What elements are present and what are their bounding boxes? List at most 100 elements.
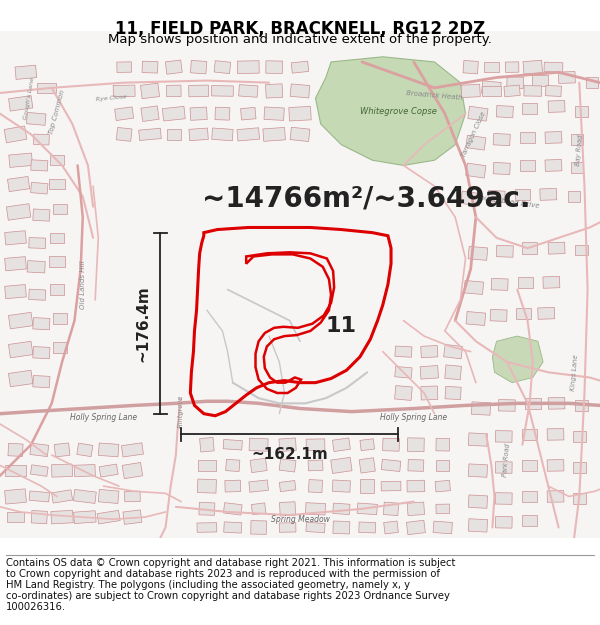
Bar — [484, 62, 499, 72]
Bar — [141, 106, 159, 121]
Bar — [547, 429, 564, 440]
Text: ~14766m²/~3.649ac.: ~14766m²/~3.649ac. — [202, 184, 530, 213]
Bar — [522, 429, 538, 440]
Bar — [522, 242, 538, 254]
Bar — [189, 128, 208, 141]
Bar — [496, 492, 512, 504]
Bar — [443, 344, 463, 359]
Bar — [211, 86, 233, 96]
Bar — [212, 128, 233, 141]
Bar — [360, 479, 374, 493]
Bar — [491, 278, 508, 291]
Bar — [29, 289, 46, 301]
Bar — [5, 284, 26, 299]
Bar — [53, 313, 67, 324]
Bar — [505, 62, 519, 72]
Bar — [357, 503, 377, 515]
Bar — [436, 438, 449, 451]
Bar — [332, 438, 350, 451]
Bar — [504, 85, 520, 97]
Bar — [395, 346, 412, 358]
Bar — [197, 479, 217, 493]
Bar — [8, 443, 23, 456]
Text: Contains OS data © Crown copyright and database right 2021. This information is : Contains OS data © Crown copyright and d… — [6, 558, 455, 568]
Bar — [308, 460, 323, 471]
Bar — [540, 188, 557, 201]
Bar — [525, 398, 541, 409]
Text: Holly Spring Lane: Holly Spring Lane — [380, 413, 448, 422]
Bar — [27, 261, 45, 273]
Bar — [188, 85, 209, 97]
Bar — [496, 431, 512, 442]
Bar — [518, 277, 533, 288]
Bar — [547, 459, 564, 471]
Bar — [280, 481, 296, 492]
Bar — [250, 458, 267, 472]
Bar — [237, 127, 260, 141]
Bar — [383, 438, 400, 451]
Bar — [523, 60, 542, 74]
Text: Top Common: Top Common — [48, 89, 66, 134]
Bar — [395, 366, 412, 378]
Bar — [117, 62, 131, 72]
Bar — [573, 462, 586, 472]
Bar — [543, 276, 560, 288]
Bar — [359, 458, 376, 473]
Bar — [333, 521, 350, 534]
Polygon shape — [316, 57, 466, 166]
Bar — [31, 465, 48, 476]
Bar — [395, 386, 412, 401]
Bar — [200, 438, 214, 452]
Bar — [197, 522, 217, 532]
Bar — [507, 77, 524, 89]
Bar — [97, 511, 120, 524]
Bar — [116, 127, 132, 141]
Bar — [306, 439, 325, 451]
Bar — [383, 521, 398, 534]
Bar — [421, 346, 438, 358]
Text: Bay Road: Bay Road — [575, 134, 584, 166]
Bar — [488, 191, 505, 202]
Bar — [123, 510, 142, 524]
Bar — [482, 81, 501, 95]
Bar — [51, 511, 73, 524]
Text: 11, FIELD PARK, BRACKNELL, RG12 2DZ: 11, FIELD PARK, BRACKNELL, RG12 2DZ — [115, 20, 485, 38]
Bar — [406, 520, 425, 535]
Bar — [496, 516, 512, 528]
Bar — [113, 85, 135, 97]
Bar — [289, 106, 311, 121]
Bar — [249, 480, 268, 492]
Bar — [33, 346, 50, 359]
Bar — [493, 133, 510, 146]
Bar — [548, 398, 565, 409]
Bar — [547, 491, 564, 502]
Bar — [30, 443, 49, 457]
Bar — [5, 465, 26, 476]
Bar — [31, 182, 48, 194]
Bar — [29, 491, 50, 502]
Bar — [522, 460, 538, 471]
Bar — [29, 238, 46, 249]
Bar — [52, 464, 73, 477]
Bar — [381, 481, 401, 491]
Text: Gough's Lane: Gough's Lane — [23, 76, 35, 120]
Text: to Crown copyright and database rights 2023 and is reproduced with the permissio: to Crown copyright and database rights 2… — [6, 569, 440, 579]
Bar — [8, 96, 33, 111]
Bar — [33, 376, 50, 388]
Bar — [472, 402, 491, 415]
Bar — [224, 522, 242, 533]
Text: Whitegrove Copse: Whitegrove Copse — [360, 107, 437, 116]
Bar — [545, 159, 562, 171]
Bar — [31, 160, 48, 171]
Bar — [586, 78, 598, 88]
Bar — [223, 439, 242, 450]
Bar — [215, 107, 230, 120]
Bar — [291, 61, 309, 73]
Bar — [522, 103, 538, 114]
Bar — [407, 502, 425, 516]
Bar — [548, 242, 565, 254]
Bar — [49, 179, 65, 189]
Bar — [306, 522, 325, 532]
Bar — [264, 107, 284, 121]
Bar — [125, 491, 140, 502]
